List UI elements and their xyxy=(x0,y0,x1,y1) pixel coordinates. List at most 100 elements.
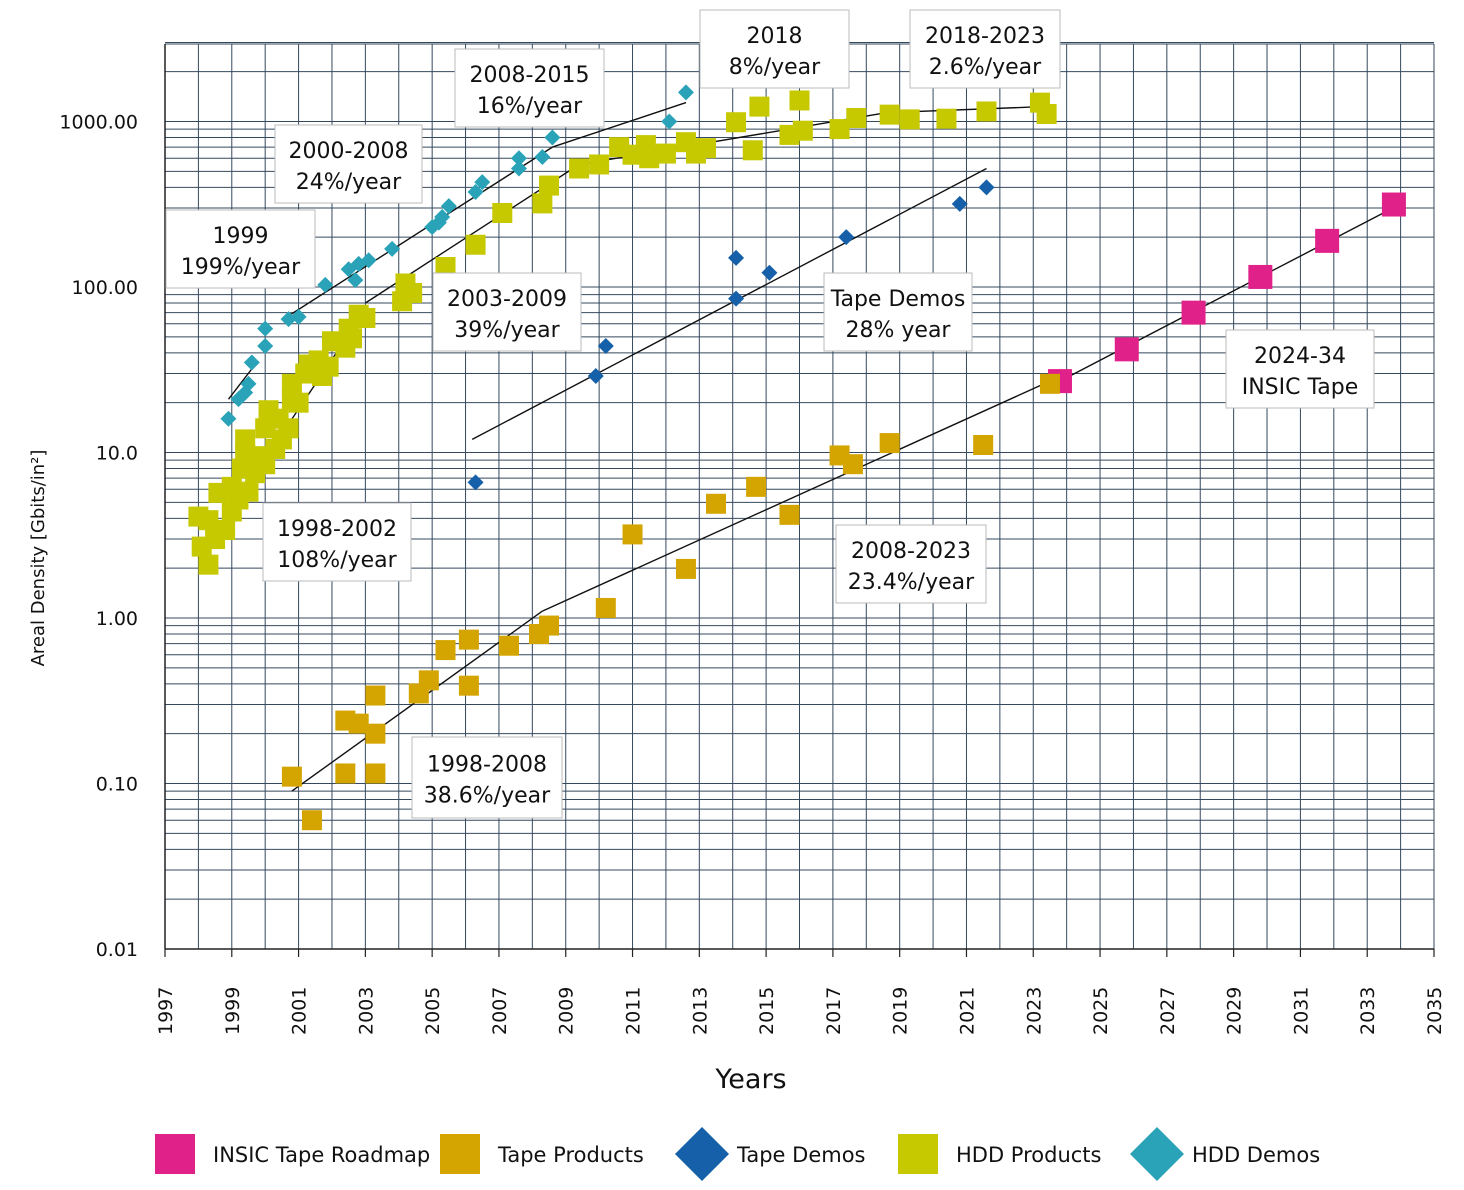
hdd-products-point xyxy=(639,148,660,169)
annotation-line1: 2008-2023 xyxy=(851,539,971,564)
x-tick-label: 2023 xyxy=(1023,987,1045,1035)
legend-item-tape-demos: Tape Demos xyxy=(675,1127,865,1181)
annotation-line2: 24%/year xyxy=(296,170,402,195)
annotation-box xyxy=(835,524,987,604)
hdd-products-point xyxy=(879,104,900,125)
tape-products-point xyxy=(281,766,302,787)
insic-tape-roadmap-point xyxy=(1315,228,1340,253)
hdd-products-point xyxy=(936,108,957,129)
annotation-box xyxy=(165,209,316,289)
hdd-products-point xyxy=(726,112,747,133)
tape-demos-point xyxy=(587,367,604,384)
annotation: 2018 8%/year xyxy=(699,9,850,89)
annotation-box xyxy=(432,272,582,352)
legend-label: Tape Demos xyxy=(736,1143,865,1167)
annotation-box xyxy=(262,502,412,582)
hdd-products-point xyxy=(792,120,813,141)
y-tick-label: 100.00 xyxy=(72,277,138,299)
insic-tape-roadmap-point xyxy=(1181,300,1206,325)
annotation-box xyxy=(909,9,1061,89)
hdd-products-point xyxy=(749,96,770,117)
annotation-line1: Tape Demos xyxy=(830,287,966,312)
legend-item-hdd-products: HDD Products xyxy=(898,1134,1101,1174)
tape-products-point xyxy=(458,629,479,650)
hdd-demos-point xyxy=(360,252,377,269)
x-tick-label: 2005 xyxy=(422,987,444,1035)
legend-item-hdd-demos: HDD Demos xyxy=(1130,1127,1320,1181)
annotation-line2: 8%/year xyxy=(729,55,821,80)
y-axis-label: Areal Density [Gbits/in²] xyxy=(28,450,49,667)
hdd-demos-point xyxy=(677,84,694,101)
trend-line xyxy=(471,167,987,441)
trend-line xyxy=(227,364,256,400)
tape-products-point xyxy=(539,615,560,636)
tape-products-point xyxy=(365,763,386,784)
tape-products-point xyxy=(365,723,386,744)
annotation-line1: 1998-2002 xyxy=(277,517,397,542)
annotation: 2008-2015 16%/year xyxy=(454,48,605,128)
hdd-products-point xyxy=(655,143,676,164)
tape-products-point xyxy=(973,434,994,455)
tape-products-point xyxy=(779,504,800,525)
x-axis-label: Years xyxy=(714,1064,786,1095)
annotation-box xyxy=(699,9,850,89)
annotation-line1: 2024-34 xyxy=(1254,344,1346,369)
hdd-products-point xyxy=(318,356,339,377)
plot-frame xyxy=(164,44,1435,957)
y-tick-label: 0.01 xyxy=(96,939,138,961)
legend-label: Tape Products xyxy=(497,1143,644,1167)
hdd-products-point xyxy=(215,520,236,541)
legend-label: HDD Demos xyxy=(1192,1143,1320,1167)
annotation-box xyxy=(454,48,605,128)
hdd-products-point xyxy=(402,282,423,303)
tape-products-point xyxy=(675,558,696,579)
x-tick-label: 2003 xyxy=(355,987,377,1035)
annotation-line2: 23.4%/year xyxy=(848,570,975,595)
annotation-box xyxy=(411,736,563,819)
hdd-products-point xyxy=(829,119,850,140)
tape-demos-point xyxy=(761,264,778,281)
hdd-products-point xyxy=(789,90,810,111)
annotation: 2024-34 INSIC Tape xyxy=(1225,329,1375,409)
x-tick-label: 2013 xyxy=(689,987,711,1035)
tape-products-point xyxy=(1039,373,1060,394)
hdd-products-point xyxy=(1036,103,1057,124)
legend-item-insic-tape-roadmap: INSIC Tape Roadmap xyxy=(155,1134,430,1174)
hdd-demos-point xyxy=(243,354,260,371)
legend-item-tape-products: Tape Products xyxy=(440,1134,644,1174)
hdd-products-point xyxy=(288,392,309,413)
annotation-line2: 38.6%/year xyxy=(424,784,551,809)
annotation: Tape Demos 28% year xyxy=(823,272,973,352)
y-tick-label: 1.00 xyxy=(96,608,138,630)
annotation-line2: 16%/year xyxy=(477,94,583,119)
x-tick-label: 2007 xyxy=(489,987,511,1035)
hdd-products-point xyxy=(255,454,276,475)
hdd-demos-point xyxy=(474,174,491,191)
hdd-demos-point xyxy=(440,198,457,215)
legend-label: HDD Products xyxy=(956,1143,1101,1167)
hdd-demos-point xyxy=(661,113,678,130)
y-tick-label: 1000.00 xyxy=(59,112,138,134)
hdd-products-point xyxy=(899,109,920,130)
x-tick-label: 2017 xyxy=(823,987,845,1035)
x-tick-label: 1997 xyxy=(155,987,177,1035)
tape-products-point xyxy=(879,433,900,454)
annotation-line1: 2000-2008 xyxy=(289,139,409,164)
x-tick-label: 2027 xyxy=(1157,987,1179,1035)
annotation: 2000-2008 24%/year xyxy=(274,124,423,204)
hdd-demos-point xyxy=(290,308,307,325)
tape-products-point xyxy=(365,685,386,706)
annotation-box xyxy=(1225,329,1375,409)
annotation: 2008-2023 23.4%/year xyxy=(835,524,987,604)
annotations: 2018 8%/year 2018-2023 2.6%/year 2008-2015 16… xyxy=(165,9,1375,819)
annotation-line2: INSIC Tape xyxy=(1242,375,1359,400)
annotation: 1998-2002 108%/year xyxy=(262,502,412,582)
annotation-line2: 108%/year xyxy=(277,548,397,573)
hdd-demos-point xyxy=(317,276,334,293)
legend-swatch xyxy=(155,1134,195,1174)
annotation-line2: 39%/year xyxy=(454,318,560,343)
data-points xyxy=(188,84,1406,831)
tape-demos-point xyxy=(728,290,745,307)
hdd-demos-point xyxy=(257,338,274,355)
